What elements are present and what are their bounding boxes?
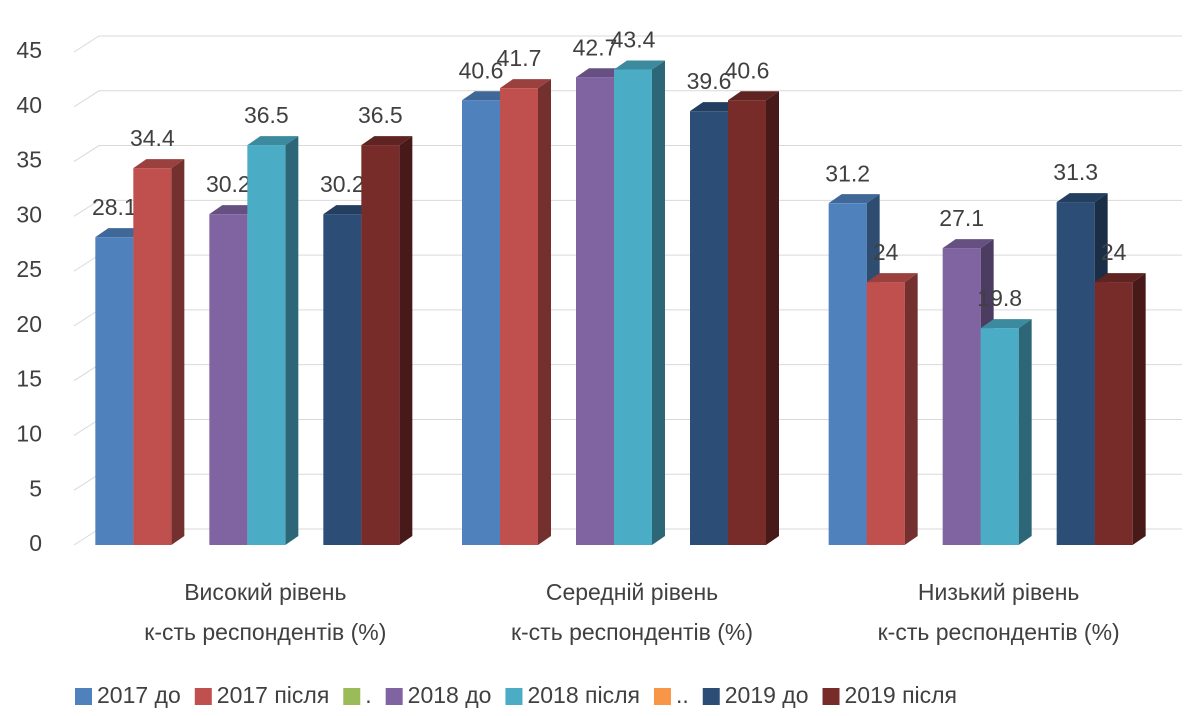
bar-top <box>866 273 918 283</box>
bar-side <box>285 136 299 545</box>
bar-side <box>399 136 413 545</box>
bar <box>866 282 905 545</box>
legend-swatch <box>75 688 92 705</box>
legend-swatch <box>702 688 720 705</box>
x-tick-label: Середній рівень <box>546 579 718 605</box>
legend-label: 2018 до <box>408 682 492 708</box>
bar <box>133 168 172 545</box>
y-tick-label: 0 <box>29 530 42 556</box>
bar <box>1094 282 1133 545</box>
bar-top <box>1056 193 1108 203</box>
data-label: 36.5 <box>244 102 289 128</box>
bar <box>500 88 538 546</box>
bar <box>95 237 134 545</box>
bar <box>980 328 1019 545</box>
bar <box>1056 202 1095 545</box>
y-tick-label: 25 <box>16 256 42 282</box>
y-tick-label: 10 <box>16 421 42 447</box>
data-label: 27.1 <box>939 205 984 231</box>
data-label: 34.4 <box>130 125 175 151</box>
y-tick-label: 5 <box>29 475 42 501</box>
y-tick-label: 40 <box>16 92 42 118</box>
legend-label: . <box>365 682 371 708</box>
bar-top <box>980 319 1032 329</box>
bar-side <box>766 91 779 546</box>
data-label: 24 <box>873 239 899 265</box>
y-tick-label: 30 <box>16 201 42 227</box>
y-tick-label: 35 <box>16 147 42 173</box>
legend-label: 2017 до <box>97 682 181 708</box>
x-tick-label: к-сть респондентів (%) <box>144 619 386 645</box>
bar <box>361 145 400 545</box>
data-label: 40.6 <box>459 57 504 83</box>
x-tick-label: Високий рівень <box>184 579 346 605</box>
bar-side <box>538 79 551 546</box>
bar-side <box>652 60 665 545</box>
bar <box>209 214 248 546</box>
legend-label: 2019 до <box>725 682 809 708</box>
y-tick-label: 20 <box>16 311 42 337</box>
bar-top <box>361 136 413 146</box>
legend-label: 2019 після <box>845 682 958 708</box>
data-label: 24 <box>1101 239 1127 265</box>
grid-line <box>73 90 1182 108</box>
data-label: 31.2 <box>825 160 870 186</box>
legend-label: 2018 після <box>527 682 640 708</box>
data-label: 28.1 <box>92 194 137 220</box>
bar <box>576 77 614 545</box>
bar-top <box>614 60 665 70</box>
bar-side <box>171 159 185 545</box>
bar <box>247 145 286 545</box>
grid-line <box>73 199 1182 217</box>
legend-swatch <box>343 688 361 705</box>
bar-top <box>500 79 551 89</box>
data-label: 42.7 <box>573 34 618 60</box>
data-label: 41.7 <box>497 45 542 71</box>
bar <box>828 203 867 546</box>
bar-top <box>942 239 994 249</box>
x-tick-label: Низький рівень <box>918 579 1079 605</box>
legend-label: 2017 після <box>217 682 330 708</box>
grid-line <box>73 35 1182 53</box>
bar-top <box>828 194 880 204</box>
legend-label: .. <box>676 682 689 708</box>
data-label: 40.6 <box>725 57 770 83</box>
bar-top <box>133 159 185 169</box>
bar-top <box>1094 273 1146 283</box>
legend-swatch <box>505 688 523 705</box>
legend-swatch <box>822 688 840 705</box>
bar-side <box>1132 273 1146 545</box>
legend-swatch <box>385 688 403 705</box>
data-label: 30.2 <box>320 171 365 197</box>
y-tick-label: 15 <box>16 366 42 392</box>
legend-swatch <box>194 688 212 705</box>
bar-side <box>1018 319 1032 545</box>
data-label: 36.5 <box>358 102 403 128</box>
data-label: 31.3 <box>1053 159 1098 185</box>
bar <box>728 100 766 546</box>
data-label: 43.4 <box>611 27 656 53</box>
x-tick-label: к-сть респондентів (%) <box>511 619 753 645</box>
bar <box>942 248 981 546</box>
bar-top <box>247 136 299 146</box>
data-label: 30.2 <box>206 171 251 197</box>
bar <box>690 111 728 545</box>
data-label: 39.6 <box>687 68 732 94</box>
y-tick-label: 45 <box>16 37 42 63</box>
data-label: 19.8 <box>977 285 1022 311</box>
bar <box>323 214 362 546</box>
legend-swatch <box>653 688 671 705</box>
bar-side <box>904 273 918 545</box>
bar <box>614 69 652 545</box>
bar-top <box>728 91 779 101</box>
x-tick-label: к-сть респондентів (%) <box>878 619 1120 645</box>
bar <box>462 100 500 546</box>
grid-line <box>73 145 1182 162</box>
